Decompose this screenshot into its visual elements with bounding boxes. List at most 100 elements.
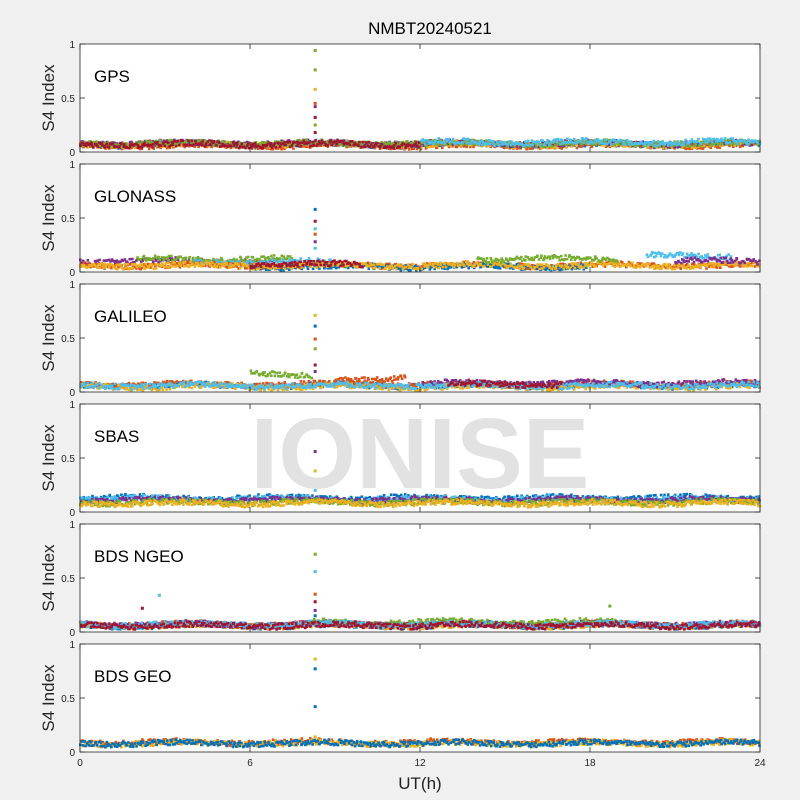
data-point (644, 143, 647, 147)
data-point (237, 267, 240, 270)
data-point (111, 259, 115, 263)
data-point (703, 139, 707, 143)
data-point (705, 141, 708, 144)
data-point (402, 147, 406, 150)
data-point (311, 141, 315, 144)
data-point (156, 141, 159, 144)
data-point (290, 144, 294, 147)
data-point (443, 261, 447, 265)
data-point (676, 263, 679, 266)
data-point (391, 264, 395, 267)
data-point (115, 145, 118, 148)
data-point (541, 263, 544, 266)
data-point (113, 266, 117, 270)
data-point (614, 141, 618, 145)
data-point (140, 263, 144, 266)
data-point (371, 141, 375, 145)
data-point (743, 139, 746, 142)
data-point (530, 147, 534, 150)
data-point (433, 262, 437, 265)
data-point (144, 262, 147, 266)
data-point (688, 147, 691, 151)
data-point (595, 139, 598, 143)
data-point (640, 141, 644, 145)
data-point (526, 143, 529, 147)
data-point (204, 142, 208, 145)
data-point (300, 267, 304, 271)
data-point (587, 142, 591, 145)
data-point (100, 142, 104, 145)
data-point (421, 267, 425, 271)
data-point (188, 255, 192, 259)
data-point (240, 142, 244, 146)
data-point (224, 265, 228, 269)
data-point (323, 267, 326, 270)
data-point (402, 267, 405, 271)
data-point (690, 146, 694, 149)
data-point (554, 146, 558, 149)
data-point (527, 267, 530, 270)
data-point (587, 139, 590, 142)
data-point (751, 140, 755, 144)
data-point (697, 263, 701, 267)
data-point (561, 145, 564, 149)
data-point (530, 263, 534, 267)
data-point (674, 145, 677, 149)
data-point (427, 139, 430, 142)
data-point (461, 265, 464, 268)
data-point (290, 141, 293, 144)
data-point (158, 139, 162, 142)
data-point (651, 141, 654, 144)
data-point (675, 143, 678, 147)
data-point (511, 258, 515, 261)
data-point (678, 142, 681, 145)
data-point (531, 258, 534, 261)
data-point (556, 265, 560, 269)
data-point (560, 140, 564, 144)
data-point (552, 138, 556, 142)
data-point (362, 264, 366, 268)
data-point (118, 145, 121, 148)
data-point (602, 140, 606, 143)
data-point (326, 143, 330, 147)
data-point (565, 257, 569, 261)
data-point (494, 266, 497, 269)
data-point (292, 144, 295, 147)
data-point (603, 262, 606, 265)
data-point (548, 266, 552, 269)
data-point (663, 143, 666, 146)
data-point (249, 143, 253, 146)
data-point (335, 142, 339, 145)
data-point (439, 261, 443, 265)
data-point (196, 256, 200, 259)
data-point (667, 141, 671, 145)
data-point (506, 145, 509, 149)
data-point (482, 264, 486, 268)
data-point (251, 143, 255, 146)
data-point (420, 265, 424, 268)
data-point (157, 141, 161, 145)
data-point (691, 262, 695, 266)
data-point (687, 264, 690, 267)
data-point (446, 142, 450, 146)
data-point (525, 264, 528, 268)
data-point (291, 266, 295, 269)
data-point (310, 144, 313, 148)
data-point (484, 144, 487, 147)
data-point (102, 259, 106, 262)
data-point (661, 265, 664, 268)
data-point (449, 144, 453, 147)
data-point (420, 141, 424, 145)
data-point (251, 260, 254, 264)
data-point (244, 142, 248, 146)
data-point (722, 263, 725, 266)
data-point (707, 145, 711, 148)
data-point (560, 268, 564, 271)
data-point (667, 145, 670, 149)
data-point (367, 265, 371, 268)
data-point (194, 141, 198, 145)
data-point (237, 263, 241, 267)
data-point (195, 257, 198, 260)
data-point (410, 142, 413, 145)
data-point (706, 142, 709, 146)
